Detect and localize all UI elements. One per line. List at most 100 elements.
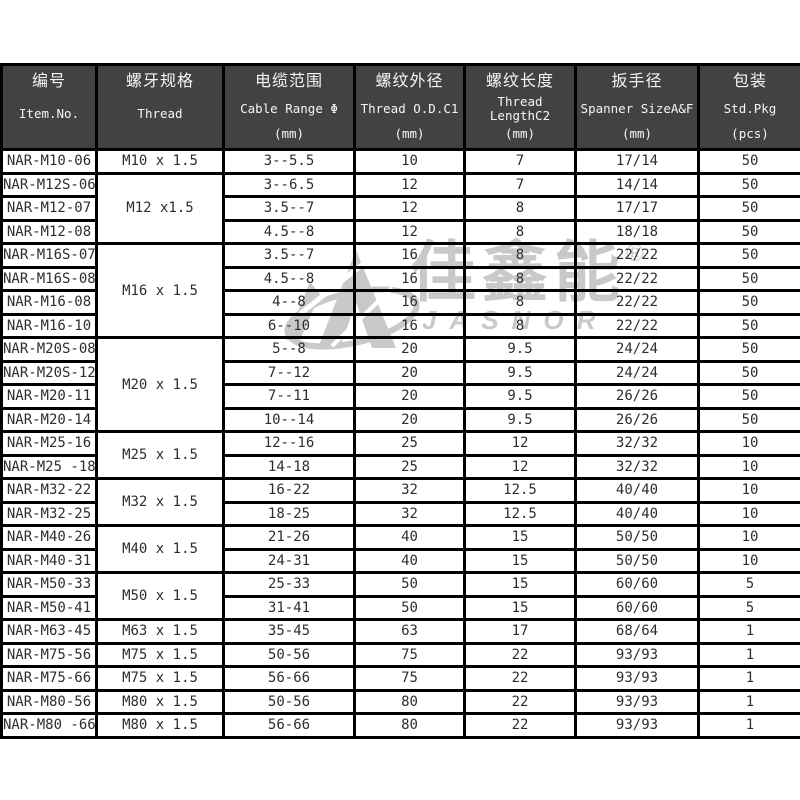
spanner-size-cell: 93/93 [574, 712, 700, 739]
header-label-en: Spanner SizeA&F [580, 100, 694, 116]
item-no-cell: NAR-M25 -18 [0, 453, 98, 480]
spanner-size-cell: 50/50 [574, 524, 700, 551]
cable-range-cell: 16-22 [222, 477, 356, 504]
cable-range-cell: 56-66 [222, 712, 356, 739]
std-pkg-cell: 1 [697, 712, 800, 739]
thread-od-cell: 16 [353, 289, 466, 316]
table-row: NAR-M16-10 6--10 16 8 22/22 50 [0, 312, 800, 339]
spanner-size-cell: 32/32 [574, 430, 700, 457]
std-pkg-cell: 50 [697, 148, 800, 175]
std-pkg-cell: 50 [697, 359, 800, 386]
cable-range-cell: 3.5--7 [222, 242, 356, 269]
thread-length-cell: 15 [463, 594, 577, 621]
item-no-cell: NAR-M80 -66 [0, 712, 98, 739]
thread-length-cell: 7 [463, 148, 577, 175]
thread-cell: M40 x 1.5 [95, 524, 225, 574]
header-label-en: Thread O.D.C1 [360, 100, 459, 116]
thread-length-cell: 8 [463, 265, 577, 292]
item-no-cell: NAR-M16S-08 [0, 265, 98, 292]
spanner-size-cell: 26/26 [574, 383, 700, 410]
thread-cell: M80 x 1.5 [95, 712, 225, 739]
std-pkg-cell: 50 [697, 289, 800, 316]
spanner-size-cell: 24/24 [574, 336, 700, 363]
cable-range-cell: 14-18 [222, 453, 356, 480]
thread-od-cell: 16 [353, 265, 466, 292]
spanner-size-cell: 40/40 [574, 500, 700, 527]
cable-range-cell: 25-33 [222, 571, 356, 598]
std-pkg-cell: 1 [697, 688, 800, 715]
table-row: NAR-M80 -66 M80 x 1.5 56-66 80 22 93/93 1 [0, 712, 800, 739]
item-no-cell: NAR-M40-26 [0, 524, 98, 551]
table-row: NAR-M40-26 M40 x 1.5 21-26 40 15 50/50 10 [0, 524, 800, 574]
table-row: NAR-M20-11 7--11 20 9.5 26/26 50 [0, 383, 800, 410]
thread-cell: M12 x1.5 [95, 171, 225, 245]
item-no-cell: NAR-M25-16 [0, 430, 98, 457]
thread-length-cell: 9.5 [463, 383, 577, 410]
spec-table: 编号 Item.No. 螺牙规格 Thread 电缆范围 Cable Range Φ (mm… [0, 63, 800, 739]
thread-od-cell: 50 [353, 571, 466, 598]
cable-range-cell: 31-41 [222, 594, 356, 621]
item-no-cell: NAR-M32-22 [0, 477, 98, 504]
table-row: NAR-M16-08 4--8 16 8 22/22 50 [0, 289, 800, 316]
std-pkg-cell: 10 [697, 547, 800, 574]
cable-range-cell: 50-56 [222, 641, 356, 668]
spanner-size-cell: 60/60 [574, 571, 700, 598]
item-no-cell: NAR-M80-56 [0, 688, 98, 715]
thread-length-cell: 12 [463, 453, 577, 480]
header-row: 编号 Item.No. 螺牙规格 Thread 电缆范围 Cable Range Φ (mm… [0, 63, 800, 151]
table-row: NAR-M50-41 31-41 50 15 60/60 5 [0, 594, 800, 621]
header-label-en: Std.Pkg [723, 100, 777, 116]
table-row: NAR-M20-14 10--14 20 9.5 26/26 50 [0, 406, 800, 433]
thread-cell: M10 x 1.5 [95, 148, 225, 175]
table-row: NAR-M63-45 M63 x 1.5 35-45 63 17 68/64 1 [0, 618, 800, 645]
std-pkg-cell: 10 [697, 477, 800, 504]
item-no-cell: NAR-M12-08 [0, 218, 98, 245]
header-label-zh: 编号 [31, 73, 66, 90]
table-row: NAR-M20S-12 7--12 20 9.5 24/24 50 [0, 359, 800, 386]
table-row: NAR-M25-16 M25 x 1.5 12--16 25 12 32/32 10 [0, 430, 800, 480]
thread-od-cell: 80 [353, 712, 466, 739]
table-row: NAR-M25 -18 14-18 25 12 32/32 10 [0, 453, 800, 480]
thread-length-cell: 15 [463, 571, 577, 598]
std-pkg-cell: 50 [697, 218, 800, 245]
std-pkg-cell: 10 [697, 430, 800, 457]
header-label-zh: 螺纹长度 [485, 73, 554, 90]
thread-od-cell: 10 [353, 148, 466, 175]
thread-length-cell: 9.5 [463, 406, 577, 433]
spanner-size-cell: 40/40 [574, 477, 700, 504]
thread-length-cell: 15 [463, 524, 577, 551]
cable-range-cell: 4--8 [222, 289, 356, 316]
spec-table-header: 编号 Item.No. 螺牙规格 Thread 电缆范围 Cable Range Φ (mm… [0, 63, 800, 151]
std-pkg-cell: 10 [697, 500, 800, 527]
thread-length-cell: 8 [463, 312, 577, 339]
table-row: NAR-M16S-07 M16 x 1.5 3.5--7 16 8 22/22 50 [0, 242, 800, 339]
spanner-size-cell: 93/93 [574, 688, 700, 715]
thread-od-cell: 75 [353, 665, 466, 692]
cable-range-cell: 3--5.5 [222, 148, 356, 175]
std-pkg-cell: 10 [697, 524, 800, 551]
thread-length-cell: 12 [463, 430, 577, 457]
header-label-en: Item.No. [18, 106, 80, 122]
column-header-spanner-size: 扳手径 Spanner SizeA&F (mm) [574, 63, 700, 151]
cable-range-cell: 10--14 [222, 406, 356, 433]
header-label-en: Thread LengthC2 [489, 93, 551, 124]
table-row: NAR-M40-31 24-31 40 15 50/50 10 [0, 547, 800, 574]
table-row: NAR-M50-33 M50 x 1.5 25-33 50 15 60/60 5 [0, 571, 800, 621]
std-pkg-cell: 50 [697, 312, 800, 339]
item-no-cell: NAR-M12-07 [0, 195, 98, 222]
spanner-size-cell: 14/14 [574, 171, 700, 198]
item-no-cell: NAR-M63-45 [0, 618, 98, 645]
cable-range-cell: 18-25 [222, 500, 356, 527]
item-no-cell: NAR-M32-25 [0, 500, 98, 527]
spanner-size-cell: 93/93 [574, 665, 700, 692]
item-no-cell: NAR-M16S-07 [0, 242, 98, 269]
thread-length-cell: 8 [463, 218, 577, 245]
thread-cell: M32 x 1.5 [95, 477, 225, 527]
thread-od-cell: 20 [353, 336, 466, 363]
thread-od-cell: 12 [353, 171, 466, 198]
header-label-zh: 螺纹外径 [375, 73, 444, 90]
cable-range-cell: 4.5--8 [222, 265, 356, 292]
spanner-size-cell: 32/32 [574, 453, 700, 480]
thread-od-cell: 75 [353, 641, 466, 668]
